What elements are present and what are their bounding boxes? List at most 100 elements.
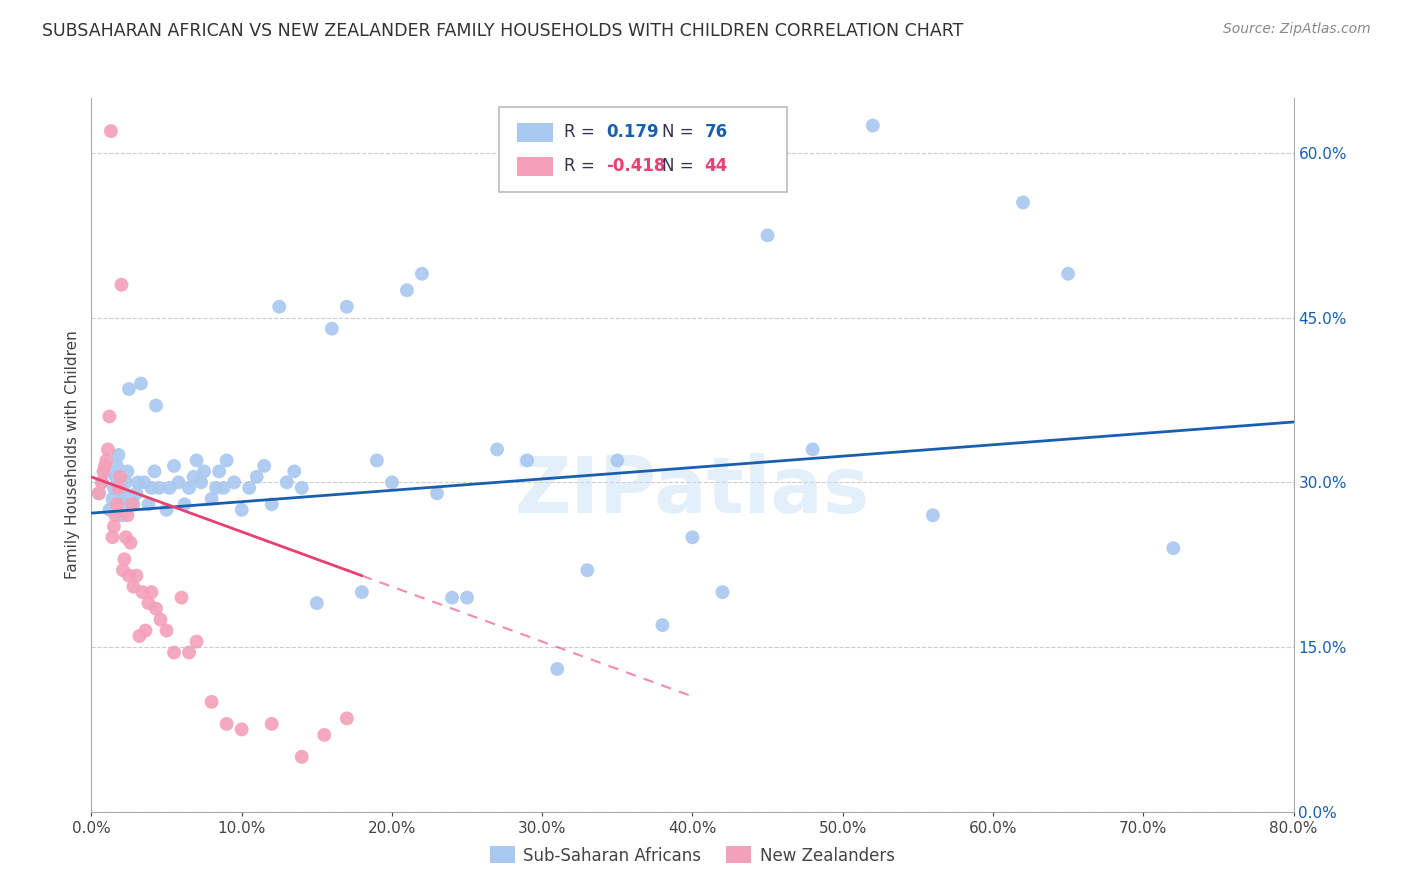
Point: [87, 486, 110, 500]
Point: [134, 624, 156, 638]
Point: [117, 464, 139, 478]
Point: [101, 530, 124, 544]
Point: [143, 464, 166, 478]
Point: [98, 503, 121, 517]
Point: [125, 486, 148, 500]
Point: [224, 475, 246, 490]
Point: [238, 481, 260, 495]
Point: [246, 470, 269, 484]
Point: [115, 530, 138, 544]
Point: [350, 585, 373, 599]
Point: [121, 497, 143, 511]
Point: [107, 481, 129, 495]
Y-axis label: Family Households with Children: Family Households with Children: [65, 331, 80, 579]
Point: [110, 277, 132, 292]
Point: [105, 458, 128, 473]
Point: [291, 481, 314, 495]
Text: R =: R =: [564, 158, 600, 176]
Point: [118, 568, 141, 582]
Point: [276, 475, 298, 490]
Text: SUBSAHARAN AFRICAN VS NEW ZEALANDER FAMILY HOUSEHOLDS WITH CHILDREN CORRELATION : SUBSAHARAN AFRICAN VS NEW ZEALANDER FAMI…: [42, 22, 963, 40]
Point: [122, 497, 145, 511]
Point: [108, 470, 131, 484]
Point: [127, 475, 149, 490]
Point: [336, 300, 359, 314]
Point: [1161, 541, 1184, 556]
Point: [183, 470, 205, 484]
Point: [651, 618, 673, 632]
Point: [141, 585, 163, 599]
Point: [201, 491, 224, 506]
Point: [212, 481, 235, 495]
Point: [305, 596, 328, 610]
Point: [606, 453, 628, 467]
Text: 76: 76: [704, 123, 727, 141]
Point: [131, 585, 153, 599]
Point: [1057, 267, 1080, 281]
Text: N =: N =: [662, 123, 699, 141]
Point: [120, 535, 142, 549]
Point: [253, 458, 276, 473]
Point: [159, 481, 181, 495]
Point: [96, 453, 118, 467]
Point: [801, 442, 824, 457]
Point: [173, 497, 195, 511]
Point: [215, 717, 238, 731]
Point: [922, 508, 945, 523]
Point: [260, 717, 283, 731]
Text: ZIPatlas: ZIPatlas: [515, 452, 870, 529]
Point: [98, 409, 121, 424]
Text: 44: 44: [704, 158, 728, 176]
Text: -0.418: -0.418: [606, 158, 665, 176]
Point: [122, 580, 145, 594]
Text: Source: ZipAtlas.com: Source: ZipAtlas.com: [1223, 22, 1371, 37]
Point: [862, 119, 884, 133]
Point: [440, 591, 463, 605]
Point: [576, 563, 599, 577]
Point: [283, 464, 305, 478]
Point: [486, 442, 509, 457]
Point: [155, 624, 177, 638]
Point: [148, 481, 170, 495]
Point: [711, 585, 734, 599]
Point: [163, 458, 186, 473]
Point: [1012, 195, 1035, 210]
Point: [115, 475, 138, 490]
Point: [149, 613, 172, 627]
Point: [366, 453, 388, 467]
Point: [231, 723, 253, 737]
Point: [186, 453, 208, 467]
Point: [138, 596, 160, 610]
Point: [103, 481, 125, 495]
Point: [128, 629, 150, 643]
Text: R =: R =: [564, 123, 600, 141]
Point: [395, 283, 418, 297]
Point: [231, 503, 253, 517]
Point: [118, 382, 141, 396]
Text: N =: N =: [662, 158, 699, 176]
Point: [260, 497, 283, 511]
Point: [87, 486, 110, 500]
Point: [107, 448, 129, 462]
Point: [177, 646, 200, 660]
Point: [177, 481, 200, 495]
Point: [205, 481, 228, 495]
Point: [110, 508, 132, 523]
Point: [93, 464, 115, 478]
Point: [97, 442, 120, 457]
Point: [138, 497, 160, 511]
Point: [411, 267, 433, 281]
Point: [141, 481, 163, 495]
Point: [104, 470, 127, 484]
Point: [756, 228, 779, 243]
Point: [90, 475, 112, 490]
Point: [145, 399, 167, 413]
Point: [170, 591, 193, 605]
Point: [681, 530, 703, 544]
Point: [90, 475, 112, 490]
Point: [201, 695, 224, 709]
Point: [186, 634, 208, 648]
Point: [546, 662, 568, 676]
Point: [132, 475, 155, 490]
Point: [314, 728, 336, 742]
